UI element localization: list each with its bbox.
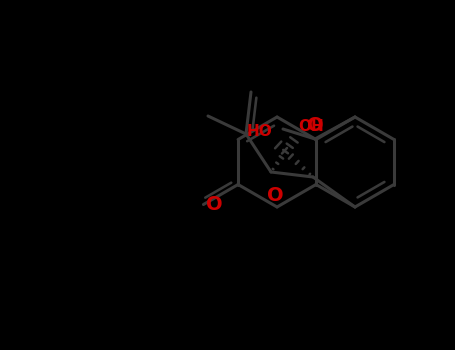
Text: OH: OH xyxy=(298,119,324,134)
Text: HO: HO xyxy=(246,124,272,139)
Text: O: O xyxy=(207,195,223,214)
Text: O: O xyxy=(267,186,283,205)
Text: O: O xyxy=(307,116,324,135)
